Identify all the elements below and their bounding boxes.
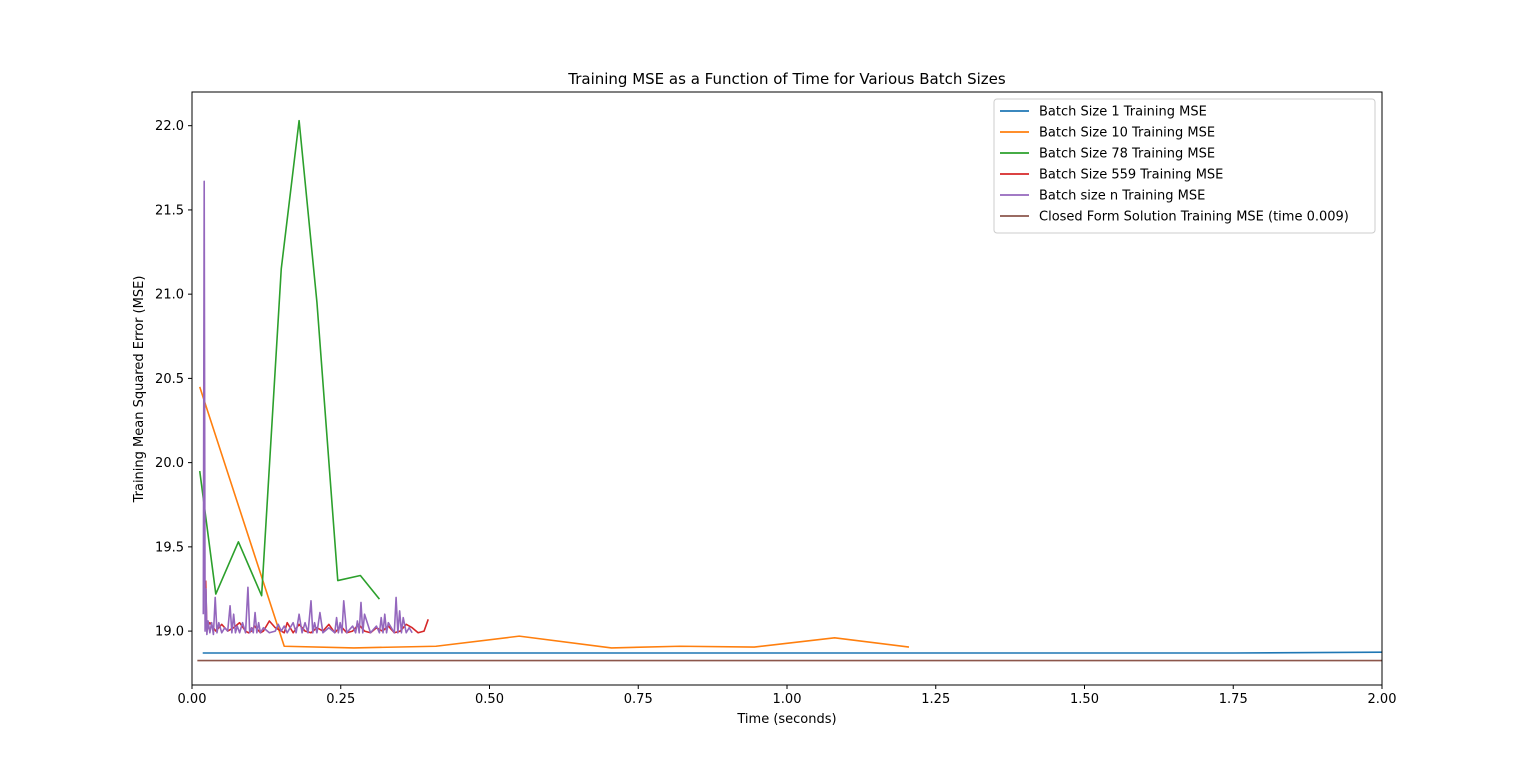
x-axis-title: Time (seconds): [736, 712, 836, 727]
series-line-1: [202, 651, 1382, 654]
x-tick-label: 1.25: [921, 692, 950, 707]
x-tick-label: 1.00: [773, 692, 802, 707]
x-tick-label: 0.50: [475, 692, 504, 707]
y-axis-title: Training Mean Squared Error (MSE): [132, 276, 147, 504]
legend-box: [993, 98, 1376, 234]
chart-title: Training MSE as a Function of Time for V…: [567, 70, 1006, 88]
y-tick-label: 20.0: [155, 456, 184, 471]
x-tick-label: 2.00: [1368, 692, 1397, 707]
legend-label: Batch Size 559 Training MSE: [1039, 168, 1223, 183]
series-line-5: [202, 180, 413, 636]
legend-label: Batch Size 10 Training MSE: [1039, 126, 1215, 141]
series-line-3: [198, 119, 381, 600]
x-tick-label: 1.50: [1070, 692, 1099, 707]
legend-label: Closed Form Solution Training MSE (time …: [1039, 210, 1349, 225]
x-tick-label: 0.25: [326, 692, 355, 707]
legend-label: Batch size n Training MSE: [1039, 189, 1205, 204]
y-tick-label: 22.0: [155, 119, 184, 134]
y-tick-label: 20.5: [155, 372, 184, 387]
y-tick-label: 21.5: [155, 203, 184, 218]
y-tick-label: 19.0: [155, 625, 184, 640]
x-tick-label: 0.00: [178, 692, 207, 707]
axes: 0.00 0.25 0.50 0.75 1.00 1.25 1.50 1.75 2.00 19.0…: [155, 91, 1397, 707]
y-tick-label: 21.0: [155, 288, 184, 303]
x-tick-label: 1.75: [1219, 692, 1248, 707]
x-tick-label: 0.75: [624, 692, 653, 707]
legend-label: Batch Size 78 Training MSE: [1039, 147, 1215, 162]
legend: Batch Size 1 Training MSE Batch Size 10 T…: [993, 98, 1376, 234]
series-line-2: [198, 386, 910, 649]
legend-label: Batch Size 1 Training MSE: [1039, 105, 1207, 120]
plot-area: [197, 119, 1382, 662]
y-tick-label: 19.5: [155, 540, 184, 555]
